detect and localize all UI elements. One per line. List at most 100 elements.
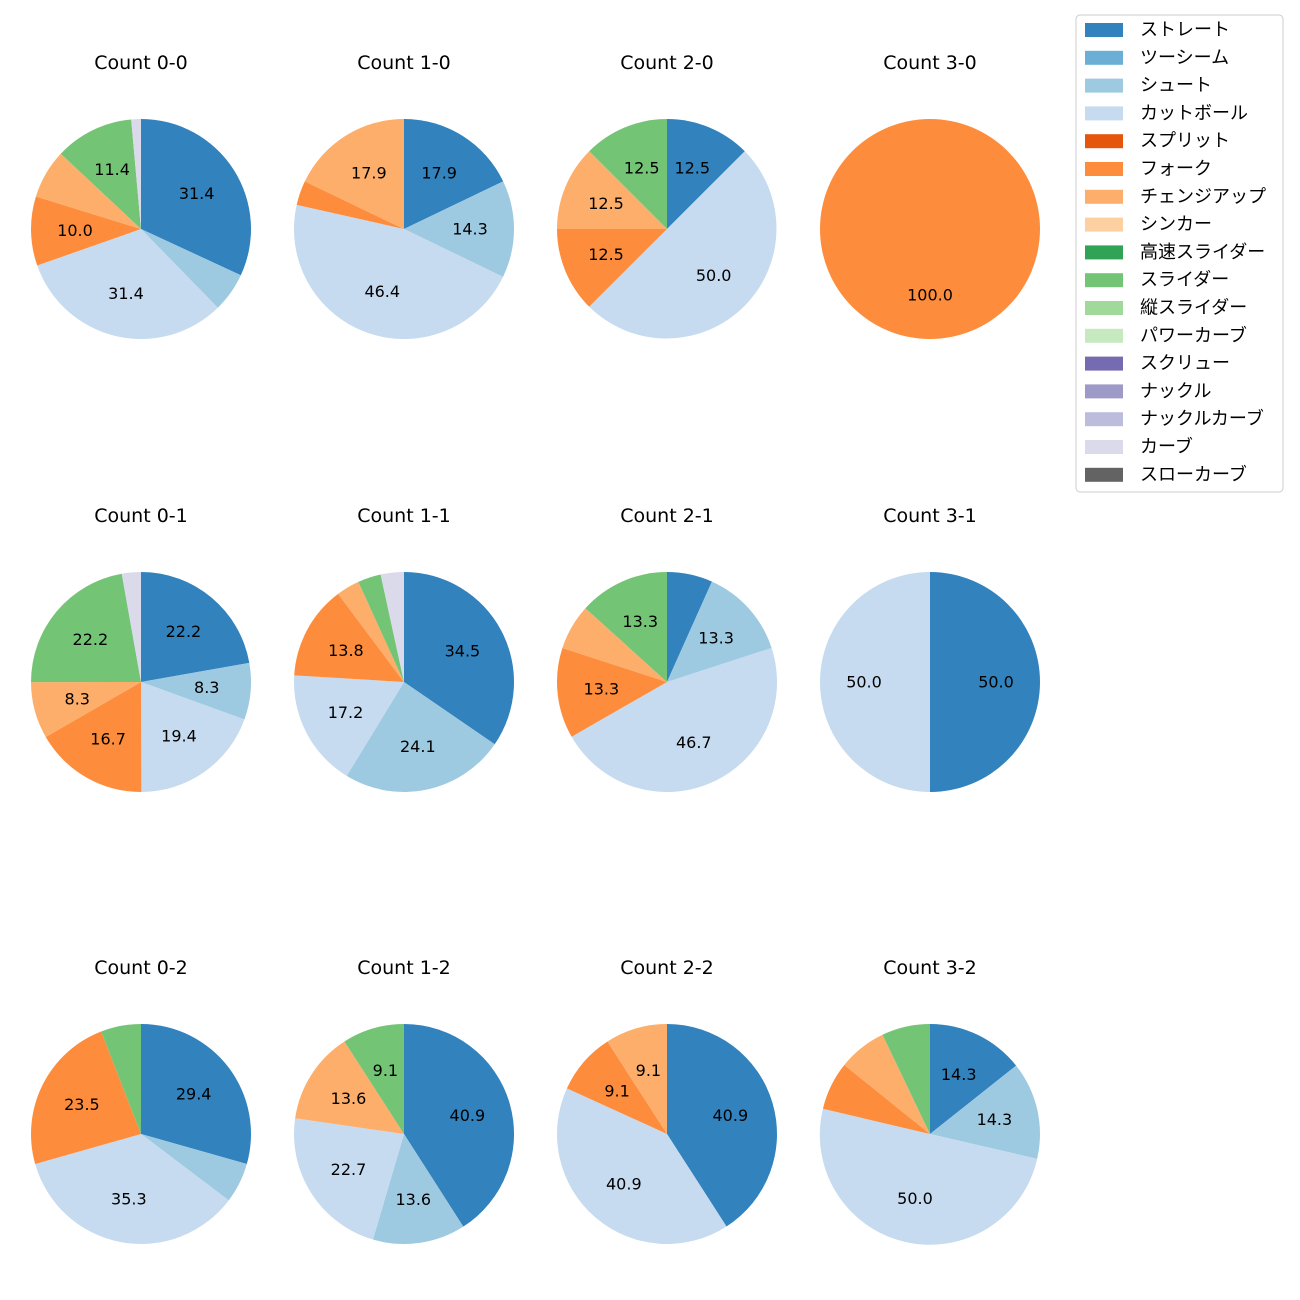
pie-slice	[293, 204, 504, 339]
slice-label: 8.3	[194, 678, 219, 697]
pie-slice	[131, 119, 141, 229]
slice-label: 22.2	[166, 622, 202, 641]
pie-slice	[404, 572, 514, 745]
legend-swatch	[1085, 440, 1123, 454]
pie-10: Count 1-2 40.9 13.6 22.7 13.6 9.1	[293, 957, 515, 1245]
pie-slice	[562, 608, 667, 682]
pie-slice	[37, 229, 218, 339]
pie-slice	[822, 1065, 930, 1134]
legend-swatch	[1085, 301, 1123, 315]
pie-slice	[141, 572, 250, 682]
pie-5: Count 0-1 22.2 8.3 19.4 16.7 8.3 22.2	[30, 505, 252, 793]
slice-label: 13.3	[584, 679, 620, 698]
pie-slice	[667, 119, 745, 229]
pie-slice	[404, 181, 514, 277]
slice-label: 31.4	[108, 284, 144, 303]
pie-slice	[930, 1065, 1040, 1159]
legend-swatch	[1085, 78, 1123, 93]
legend-swatch	[1085, 134, 1123, 149]
pie-slice	[358, 574, 404, 682]
pie-slice	[31, 1031, 142, 1165]
legend-label: パワーカーブ	[1140, 324, 1247, 346]
legend-label: ツーシーム	[1140, 47, 1229, 68]
pie-slice	[45, 682, 142, 793]
slice-label: 13.8	[328, 641, 364, 660]
slice-label: 19.4	[161, 726, 197, 745]
legend-label: チェンジアップ	[1140, 186, 1266, 207]
legend-label: ナックルカーブ	[1140, 408, 1264, 430]
pie-3: Count 2-012.550.012.512.512.5	[557, 52, 777, 339]
legend-item: スローカーブ	[1085, 463, 1247, 485]
legend-swatch	[1085, 356, 1123, 371]
pies-layer: Count 0-0 31.4 31.4 10.0 11.4 Count 1-0 17.9 14…	[30, 52, 1040, 1245]
slice-label: 50.0	[846, 673, 882, 692]
legend-swatch	[1085, 189, 1123, 204]
pie-slice	[141, 1134, 247, 1201]
slice-label: 13.6	[395, 1190, 431, 1209]
legend-label: シンカー	[1140, 214, 1212, 235]
slice-label: 31.4	[179, 184, 215, 203]
legend-label: スローカーブ	[1140, 463, 1247, 485]
slice-label: 12.5	[624, 159, 660, 178]
pie-slice	[344, 1024, 404, 1134]
slice-label: 22.7	[331, 1160, 367, 1179]
pie-title: Count 1-0	[357, 52, 451, 74]
pie-slice	[566, 1041, 667, 1134]
slice-label: 22.2	[73, 630, 109, 649]
pie-slice	[121, 572, 141, 682]
slice-label: 46.7	[676, 733, 712, 752]
legend-label: カーブ	[1140, 436, 1193, 458]
pie-slice	[404, 119, 504, 229]
legend-label: フォーク	[1140, 159, 1212, 180]
pie-slice	[35, 153, 141, 229]
slice-label: 35.3	[111, 1189, 147, 1208]
legend-swatch	[1085, 384, 1123, 399]
pie-slice	[141, 662, 252, 720]
pie-slice	[338, 581, 404, 682]
legend-swatch	[1085, 328, 1123, 343]
pie-title: Count 3-0	[883, 52, 977, 74]
legend-item: スプリット	[1085, 131, 1230, 152]
pie-title: Count 2-2	[620, 957, 714, 979]
legend-swatch	[1085, 217, 1123, 232]
slice-label: 46.4	[364, 282, 400, 301]
pie-slice	[557, 151, 667, 229]
slice-label: 34.5	[445, 642, 481, 661]
pie-slice	[293, 1118, 404, 1240]
pie-title: Count 2-1	[620, 505, 714, 527]
slice-label: 13.3	[698, 628, 734, 647]
slice-label: 14.3	[941, 1065, 977, 1084]
legend-label: ストレート	[1140, 20, 1230, 41]
legend-item: ナックルカーブ	[1085, 408, 1264, 430]
pie-slice	[820, 119, 1040, 339]
pie-slice	[844, 1034, 930, 1134]
pie-2: Count 1-0 17.9 14.3 46.4 17.9	[293, 52, 514, 339]
pie-12: Count 3-2 14.3 14.3 50.0	[819, 957, 1040, 1245]
pie-slice	[556, 648, 667, 737]
legend-label: 縦スライダー	[1140, 298, 1247, 319]
pie-slice	[404, 1024, 515, 1227]
slice-label: 12.5	[674, 159, 710, 178]
slice-label: 50.0	[978, 673, 1014, 692]
legend: ストレートツーシームシュートカットボールスプリットフォークチェンジアップシンカー…	[1075, 14, 1284, 493]
legend-item: カットボール	[1085, 103, 1248, 124]
pie-slice	[372, 1134, 464, 1245]
legend-item: ストレート	[1085, 20, 1230, 41]
pie-slice	[930, 572, 1040, 792]
pie-slice	[585, 572, 667, 682]
slice-label: 12.5	[588, 245, 624, 264]
pie-title: Count 3-1	[883, 505, 977, 527]
pie-slice	[557, 1088, 727, 1244]
pie-slice	[667, 1024, 777, 1227]
legend-swatch	[1085, 23, 1123, 37]
pie-title: Count 0-2	[94, 957, 188, 979]
pie-slice	[667, 581, 772, 682]
slice-label: 50.0	[897, 1189, 933, 1208]
slice-label: 17.2	[328, 703, 364, 722]
slice-label: 8.3	[65, 690, 90, 709]
slice-label: 9.1	[636, 1061, 661, 1080]
slice-label: 40.9	[450, 1106, 486, 1125]
slice-label: 9.1	[373, 1061, 398, 1080]
pie-1: Count 0-0 31.4 31.4 10.0 11.4	[31, 52, 251, 339]
